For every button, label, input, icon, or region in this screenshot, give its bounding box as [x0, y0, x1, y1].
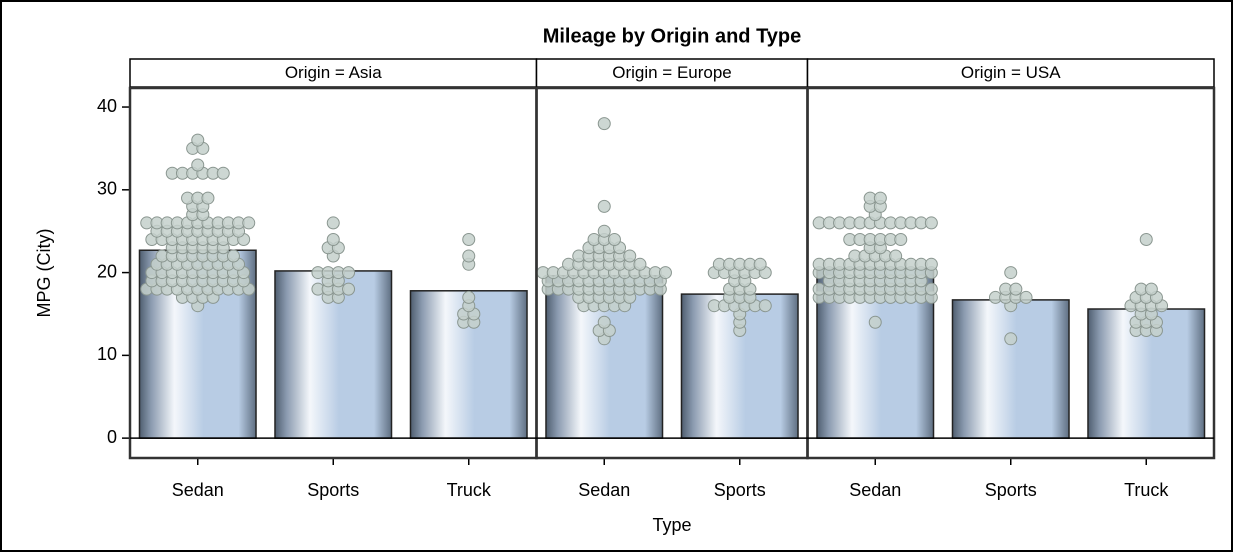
- data-point: [1019, 290, 1033, 304]
- y-axis-label: MPG (City): [34, 229, 54, 318]
- data-point: [753, 257, 767, 271]
- data-point: [342, 282, 356, 296]
- data-point: [191, 133, 205, 147]
- data-point: [1144, 282, 1158, 296]
- data-point: [462, 249, 476, 263]
- x-axis-label: Type: [652, 515, 691, 535]
- x-tick-label: Sedan: [578, 480, 630, 500]
- data-point: [216, 166, 230, 180]
- data-point: [868, 315, 882, 329]
- data-point: [597, 224, 611, 238]
- data-point: [894, 232, 908, 246]
- x-tick-label: Sedan: [849, 480, 901, 500]
- panel-label: Origin = USA: [961, 63, 1061, 82]
- x-tick-label: Truck: [447, 480, 492, 500]
- y-tick-label: 10: [97, 344, 117, 364]
- y-tick-label: 30: [97, 179, 117, 199]
- data-point: [201, 191, 215, 205]
- data-point: [597, 199, 611, 213]
- bar: [951, 299, 1070, 439]
- y-tick-label: 0: [107, 427, 117, 447]
- panel-frame: [806, 86, 1216, 460]
- x-tick-label: Sedan: [172, 480, 224, 500]
- data-point: [326, 216, 340, 230]
- data-point: [924, 216, 938, 230]
- data-point: [758, 299, 772, 313]
- data-point: [326, 232, 340, 246]
- data-point: [191, 158, 205, 172]
- chart-title: Mileage by Origin and Type: [543, 25, 802, 47]
- data-point: [1009, 282, 1023, 296]
- data-point: [924, 257, 938, 271]
- data-point: [597, 315, 611, 329]
- data-point: [242, 216, 256, 230]
- data-point: [1139, 232, 1153, 246]
- data-point: [633, 257, 647, 271]
- data-point: [1004, 332, 1018, 346]
- data-point: [873, 191, 887, 205]
- data-point: [597, 117, 611, 131]
- data-point: [889, 249, 903, 263]
- data-point: [1004, 266, 1018, 280]
- data-point: [342, 266, 356, 280]
- panel-header: [535, 58, 809, 88]
- data-point: [462, 232, 476, 246]
- x-tick-label: Sports: [307, 480, 359, 500]
- x-tick-label: Truck: [1124, 480, 1169, 500]
- data-point: [462, 290, 476, 304]
- data-point: [924, 282, 938, 296]
- x-tick-label: Sports: [985, 480, 1037, 500]
- panel-label: Origin = Asia: [285, 63, 382, 82]
- y-tick-label: 40: [97, 96, 117, 116]
- data-point: [226, 249, 240, 263]
- data-point: [623, 249, 637, 263]
- data-point: [658, 266, 672, 280]
- y-tick-label: 20: [97, 261, 117, 281]
- data-point: [607, 232, 621, 246]
- x-tick-label: Sports: [714, 480, 766, 500]
- panel-label: Origin = Europe: [612, 63, 732, 82]
